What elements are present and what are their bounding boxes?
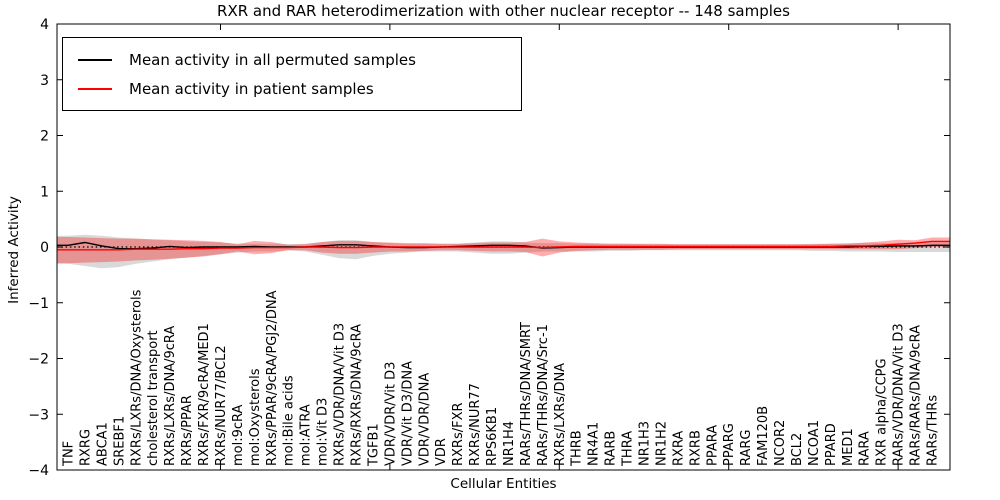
patient-samples-std-band	[57, 237, 950, 264]
x-tick-label: RXRs/NUR77/BCL2	[214, 345, 229, 466]
x-tick-label: RXRs/FXR/9cRA/MED1	[197, 323, 212, 466]
x-tick-label: RARB	[604, 431, 619, 466]
x-tick-label: BCL2	[790, 433, 805, 466]
x-tick-label: ABCA1	[95, 422, 110, 466]
x-tick-label: RXRs/LXRs/DNA	[553, 363, 568, 466]
x-tick-label: RARs/THRs	[926, 395, 941, 466]
x-tick-label: mol:Bile acids	[282, 375, 297, 466]
x-tick-label: NR1H2	[654, 421, 669, 466]
y-tick-label: −2	[28, 352, 49, 368]
patient-mean-line	[57, 240, 950, 251]
y-tick-label: 1	[40, 184, 49, 200]
x-tick-label: NCOA1	[807, 420, 822, 466]
legend: Mean activity in all permuted samples Me…	[62, 37, 522, 111]
x-tick-label: RARs/THRs/DNA/SMRT	[519, 322, 534, 466]
y-tick-label: −4	[28, 463, 49, 479]
y-tick-label: −1	[28, 296, 49, 312]
x-tick-label: RXRs/RXRs/DNA/9cRA	[350, 324, 365, 466]
legend-line-permuted-icon	[78, 58, 112, 61]
x-tick-label: TGFB1	[366, 423, 381, 467]
x-tick-label: RXR alpha/CCPG	[875, 358, 890, 466]
chart-title: RXR and RAR heterodimerization with othe…	[217, 2, 790, 20]
y-axis-label: Inferred Activity	[6, 196, 22, 304]
x-tick-label: SREBF1	[112, 416, 127, 466]
y-tick-label: 2	[40, 129, 49, 145]
x-tick-label: RXRs/VDR/DNA/Vit D3	[333, 323, 348, 466]
legend-label: Mean activity in all permuted samples	[129, 50, 416, 69]
x-tick-label: TNF	[62, 441, 77, 467]
x-tick-label: PPARD	[824, 423, 839, 466]
y-tick-label: 4	[40, 17, 49, 33]
x-tick-label: RXRs/NUR77	[468, 383, 483, 466]
x-tick-label: MED1	[841, 428, 856, 466]
x-tick-label: RARA	[858, 431, 873, 466]
permuted-samples-std-band	[57, 234, 950, 269]
x-tick-label: NR4A1	[587, 422, 602, 466]
x-tick-label: NR1H4	[502, 421, 517, 466]
x-tick-label: RARs/VDR/DNA/Vit D3	[892, 323, 907, 466]
x-tick-label: RXRA	[671, 431, 686, 466]
legend-label: Mean activity in patient samples	[129, 79, 374, 98]
x-tick-label: cholesterol transport	[146, 330, 161, 466]
y-tick-label: 3	[40, 73, 49, 89]
x-tick-label: RPS6KB1	[485, 407, 500, 466]
x-tick-label: mol:ATRA	[299, 404, 314, 466]
x-axis-label: Cellular Entities	[450, 476, 557, 492]
x-tick-label: VDR/VDR/DNA	[417, 373, 432, 466]
x-tick-label: mol:Oxysterols	[248, 368, 263, 466]
x-tick-label: PPARG	[722, 423, 737, 466]
x-tick-label: THRA	[621, 431, 636, 467]
x-tick-label: RXRs/LXRs/DNA/9cRA	[163, 326, 178, 466]
x-tick-label: PPARA	[705, 425, 720, 466]
x-tick-label: RXRs/PPAR/9cRA/PGJ2/DNA	[265, 290, 280, 466]
x-tick-label: RARs/THRs/DNA/Src-1	[536, 324, 551, 466]
x-tick-label: NCOR2	[773, 420, 788, 466]
x-tick-label: RXRs/LXRs/DNA/Oxysterols	[129, 289, 144, 466]
x-tick-label: RXRs/PPAR	[180, 395, 195, 466]
x-tick-label: RXRs/FXR	[451, 402, 466, 466]
x-tick-label: FAM120B	[756, 406, 771, 466]
y-tick-label: −3	[28, 407, 49, 423]
x-tick-label: RARs/RARs/DNA/9cRA	[909, 325, 924, 466]
x-tick-label: RARG	[739, 429, 754, 466]
legend-item-patient-samples: Mean activity in patient samples	[63, 74, 521, 103]
x-tick-label: mol:Vit D3	[316, 398, 331, 466]
y-tick-label: 0	[40, 240, 49, 256]
x-tick-label: VDR/Vit D3/DNA	[400, 361, 415, 466]
x-tick-label: VDR/VDR/Vit D3	[383, 362, 398, 466]
x-tick-label: mol:9cRA	[231, 404, 246, 466]
legend-item-permuted-samples: Mean activity in all permuted samples	[63, 45, 521, 74]
legend-line-patient-icon	[78, 87, 112, 90]
x-tick-label: RXRB	[688, 430, 703, 466]
x-tick-label: THRB	[570, 430, 585, 467]
x-tick-label: VDR	[434, 438, 449, 466]
x-tick-label: RXRG	[78, 429, 93, 466]
x-tick-label: NR1H3	[638, 421, 653, 466]
